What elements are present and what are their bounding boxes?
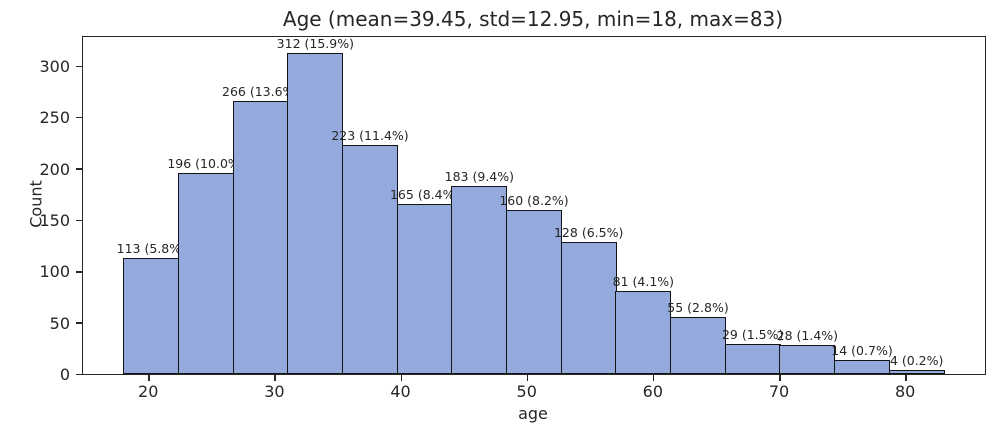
y-tick-mark: [76, 116, 82, 119]
x-axis-label: age: [518, 404, 548, 423]
histogram-bar: [177, 172, 235, 374]
x-tick-label: 20: [138, 382, 159, 401]
y-tick-label: 100: [39, 262, 70, 282]
x-tick-label: 50: [516, 382, 537, 401]
y-tick-mark: [76, 322, 82, 324]
plot-area: 113 (5.8%) 196 (10.0%) 266 (13.6%) 312 (15.…: [82, 36, 986, 375]
histogram-bar: [888, 369, 945, 374]
histogram-bar: [123, 257, 180, 374]
bar-value-label: 312 (15.9%): [276, 36, 354, 52]
x-tick-mark: [779, 374, 781, 381]
x-tick-label: 60: [642, 382, 664, 401]
histogram-bar: [615, 290, 672, 374]
histogram-bar: [779, 345, 836, 374]
histogram-bar: [833, 359, 891, 374]
y-tick-label: 150: [39, 210, 70, 230]
histogram-bar: [287, 53, 344, 374]
y-tick-mark: [76, 373, 82, 376]
histogram-bar: [396, 204, 453, 374]
x-tick-label: 70: [768, 382, 790, 401]
histogram-bar: [341, 144, 399, 374]
bar-value-label: 14 (0.7%): [831, 342, 893, 358]
x-tick-label: 30: [264, 382, 285, 401]
histogram-bar: [232, 100, 289, 374]
x-tick-label: 40: [390, 382, 411, 401]
y-tick-label: 250: [39, 108, 70, 128]
bar-value-label: 223 (11.4%): [331, 127, 409, 143]
bar-value-label: 28 (1.4%): [776, 328, 839, 344]
bar-value-label: 29 (1.5%): [721, 327, 784, 343]
bar-value-label: 266 (13.6%): [222, 83, 300, 99]
y-tick-mark: [76, 65, 82, 68]
bar-value-label: 196 (10.0%): [167, 155, 245, 171]
y-tick-mark: [76, 168, 82, 170]
bar-value-label: 113 (5.8%): [116, 240, 186, 256]
x-tick-mark: [274, 374, 276, 381]
bar-value-label: 81 (4.1%): [612, 273, 675, 289]
x-tick-label: 80: [894, 382, 916, 401]
x-tick-mark: [905, 374, 907, 381]
histogram-bar: [724, 344, 781, 374]
y-tick-label: 50: [49, 313, 70, 333]
x-tick-mark: [400, 374, 403, 381]
chart-title: Age (mean=39.45, std=12.95, min=18, max=…: [282, 7, 784, 31]
y-tick-label: 0: [59, 365, 70, 384]
y-tick-label: 200: [39, 159, 70, 179]
y-tick-mark: [76, 219, 82, 222]
y-tick-label: 300: [39, 56, 70, 76]
bar-value-label: 165 (8.4%): [389, 187, 460, 203]
histogram-bar: [451, 185, 508, 374]
bar-value-label: 160 (8.2%): [499, 192, 569, 208]
y-tick-mark: [76, 271, 82, 273]
x-tick-mark: [526, 374, 529, 381]
bar-value-label: 55 (2.8%): [667, 300, 729, 316]
bar-value-label: 128 (6.5%): [553, 225, 624, 241]
bar-value-label: 183 (9.4%): [444, 168, 514, 184]
x-tick-mark: [652, 374, 655, 381]
bar-value-label: 4 (0.2%): [889, 352, 944, 368]
x-tick-mark: [148, 374, 150, 381]
histogram-bar: [560, 242, 617, 374]
histogram-bar: [669, 317, 727, 374]
histogram-bar: [505, 209, 563, 374]
